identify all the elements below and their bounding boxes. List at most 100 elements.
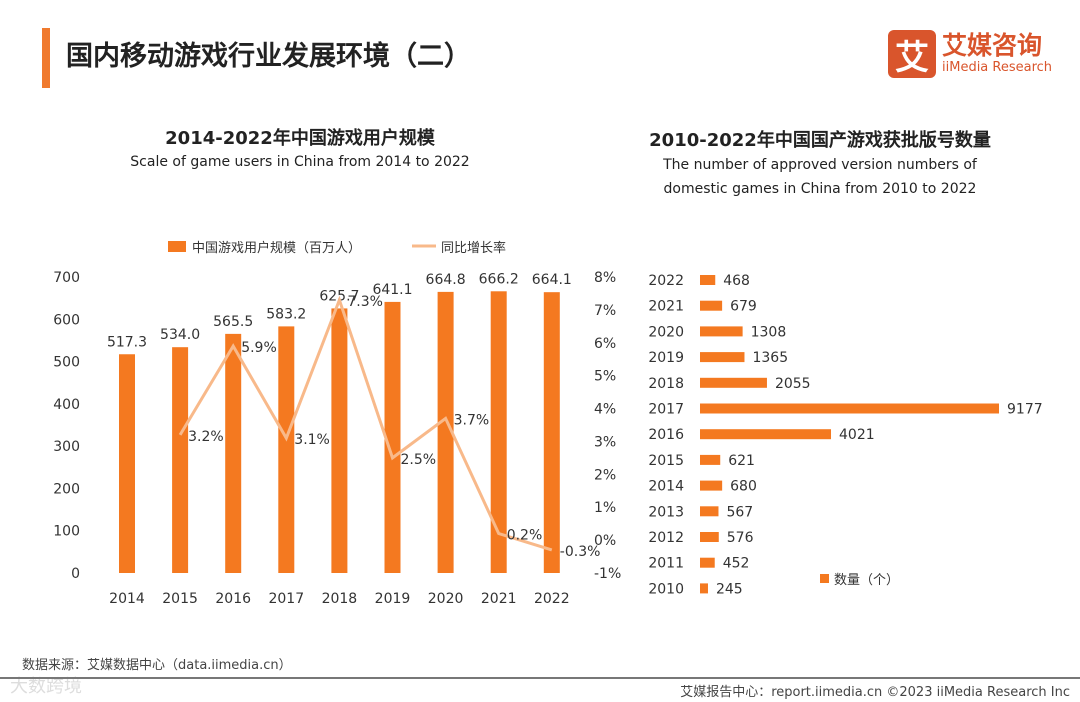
left-chart-subtitle: Scale of game users in China from 2014 t… bbox=[130, 154, 470, 170]
y-tick-label: 400 bbox=[53, 397, 80, 413]
iimedia-logo: 艾 艾媒咨询 iiMedia Research bbox=[888, 30, 1052, 78]
y2-tick-label: 7% bbox=[594, 303, 616, 319]
hbar bbox=[700, 506, 719, 517]
bar-data-label: 641.1 bbox=[372, 282, 412, 298]
x-tick-label: 2015 bbox=[162, 591, 198, 607]
y2-tick-label: 1% bbox=[594, 500, 616, 516]
logo-cn: 艾媒咨询 bbox=[942, 31, 1043, 60]
title-accent-bar bbox=[42, 28, 50, 88]
hbar-data-label: 468 bbox=[723, 273, 750, 289]
hbar-data-label: 1365 bbox=[752, 350, 788, 366]
page-title: 国内移动游戏行业发展环境（二） bbox=[66, 41, 471, 72]
right-chart-subtitle-1: The number of approved version numbers o… bbox=[663, 157, 977, 173]
hbar bbox=[700, 300, 723, 311]
y-category-label: 2013 bbox=[648, 504, 684, 520]
legend-label: 数量（个） bbox=[834, 573, 899, 588]
y2-tick-label: -1% bbox=[594, 566, 621, 582]
y-tick-label: 700 bbox=[53, 270, 80, 286]
logo-mark: 艾 bbox=[888, 30, 936, 78]
legend-bar-swatch bbox=[168, 241, 186, 252]
bar-data-label: 666.2 bbox=[479, 271, 519, 287]
y-category-label: 2021 bbox=[648, 299, 684, 315]
y2-tick-label: 4% bbox=[594, 402, 616, 418]
growth-line bbox=[178, 295, 553, 552]
bar bbox=[225, 333, 242, 573]
y-category-label: 2010 bbox=[648, 581, 684, 597]
hbar-data-label: 452 bbox=[723, 556, 750, 572]
hbar bbox=[700, 429, 832, 440]
y2-tick-label: 8% bbox=[594, 270, 616, 286]
hbar bbox=[700, 377, 767, 388]
footer-report: 艾媒报告中心：report.iimedia.cn ©2023 iiMedia R… bbox=[680, 685, 1070, 700]
hbar-data-label: 4021 bbox=[839, 427, 875, 443]
x-tick-label: 2021 bbox=[481, 591, 517, 607]
line-data-label: 3.2% bbox=[188, 429, 224, 445]
bar-data-label: 583.2 bbox=[266, 306, 306, 322]
footer-divider bbox=[0, 677, 1080, 679]
hbar bbox=[700, 352, 745, 363]
hbar-data-label: 567 bbox=[726, 504, 753, 520]
hbar bbox=[700, 326, 743, 337]
bar bbox=[384, 301, 401, 573]
bar-data-label: 534.0 bbox=[160, 327, 200, 343]
y2-tick-label: 3% bbox=[594, 434, 616, 450]
x-tick-label: 2017 bbox=[268, 591, 304, 607]
y-tick-label: 100 bbox=[53, 524, 80, 540]
bar bbox=[490, 291, 507, 573]
legend-swatch bbox=[820, 574, 829, 583]
bar-data-label: 664.8 bbox=[426, 272, 466, 288]
y-category-label: 2012 bbox=[648, 530, 684, 546]
hbar-data-label: 576 bbox=[727, 530, 754, 546]
legend-bar-label: 中国游戏用户规模（百万人） bbox=[192, 240, 361, 256]
hbar bbox=[700, 583, 708, 594]
hbar bbox=[700, 454, 721, 465]
bar bbox=[331, 308, 348, 573]
y-category-label: 2022 bbox=[648, 273, 684, 289]
bar-data-label: 664.1 bbox=[532, 272, 572, 288]
hbar bbox=[700, 480, 723, 491]
y-category-label: 2011 bbox=[648, 556, 684, 572]
bar bbox=[437, 291, 454, 573]
bar-data-label: 565.5 bbox=[213, 314, 253, 330]
y-category-label: 2015 bbox=[648, 453, 684, 469]
y-category-label: 2017 bbox=[648, 402, 684, 418]
hbar bbox=[700, 557, 715, 568]
y-category-label: 2018 bbox=[648, 376, 684, 392]
right-chart-title: 2010-2022年中国国产游戏获批版号数量 bbox=[649, 130, 991, 151]
hbar bbox=[700, 532, 719, 542]
line-data-label: 5.9% bbox=[241, 340, 277, 356]
y-category-label: 2020 bbox=[648, 324, 684, 340]
logo-en: iiMedia Research bbox=[942, 60, 1053, 75]
y-category-label: 2016 bbox=[648, 427, 684, 443]
x-tick-label: 2018 bbox=[322, 591, 358, 607]
x-tick-label: 2019 bbox=[375, 591, 411, 607]
y2-tick-label: 2% bbox=[594, 467, 616, 483]
line-data-label: 0.2% bbox=[507, 528, 543, 544]
line-data-label: 3.1% bbox=[294, 432, 330, 448]
bar bbox=[119, 354, 135, 573]
line-data-label: -0.3% bbox=[560, 544, 601, 560]
hbar-data-label: 621 bbox=[728, 453, 755, 469]
line-data-label: 3.7% bbox=[454, 412, 490, 428]
hbar-data-label: 679 bbox=[730, 299, 757, 315]
watermark: 大数跨境 bbox=[10, 676, 82, 697]
x-tick-label: 2016 bbox=[215, 591, 251, 607]
line-data-label: 7.3% bbox=[347, 294, 383, 310]
y-tick-label: 300 bbox=[53, 439, 80, 455]
y-category-label: 2019 bbox=[648, 350, 684, 366]
data-source: 数据来源：艾媒数据中心（data.iimedia.cn） bbox=[22, 658, 292, 673]
bar-data-label: 517.3 bbox=[107, 334, 147, 350]
y-tick-label: 600 bbox=[53, 312, 80, 328]
y2-tick-label: 6% bbox=[594, 336, 616, 352]
left-chart-title: 2014-2022年中国游戏用户规模 bbox=[165, 128, 435, 149]
x-tick-label: 2020 bbox=[428, 591, 464, 607]
hbar-data-label: 1308 bbox=[751, 324, 787, 340]
line-data-label: 2.5% bbox=[401, 452, 437, 468]
y2-tick-label: 0% bbox=[594, 533, 616, 549]
right-chart-subtitle-2: domestic games in China from 2010 to 202… bbox=[663, 181, 977, 197]
x-tick-label: 2014 bbox=[109, 591, 145, 607]
y-tick-label: 0 bbox=[71, 566, 80, 582]
hbar-data-label: 9177 bbox=[1007, 402, 1043, 418]
y-tick-label: 500 bbox=[53, 355, 80, 371]
